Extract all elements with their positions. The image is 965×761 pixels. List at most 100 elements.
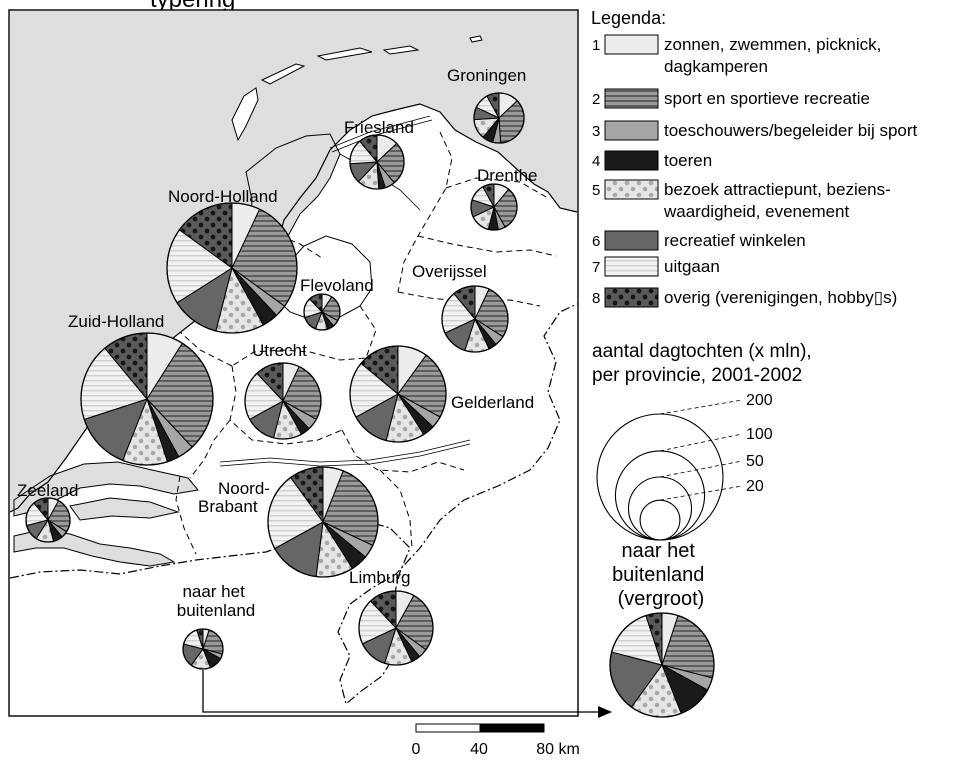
legend-number-4: 4 bbox=[592, 153, 600, 170]
sea-area bbox=[10, 11, 577, 512]
legend-label-6: recreatief winkelen bbox=[664, 231, 806, 250]
wadden-island bbox=[316, 47, 373, 61]
pie-buitenland-enlarged bbox=[609, 612, 715, 718]
label-gelderland: Gelderland bbox=[451, 393, 534, 412]
label-zeeland: Zeeland bbox=[17, 481, 78, 500]
province-pies bbox=[25, 92, 715, 718]
wadden-island bbox=[382, 45, 420, 55]
label-groningen: Groningen bbox=[447, 66, 526, 85]
wadden-island bbox=[231, 87, 259, 142]
size-circle-100 bbox=[614, 450, 706, 541]
size-circle-20 bbox=[639, 499, 681, 541]
abroad-arrow-head bbox=[598, 706, 612, 718]
pie-outline-zeeland bbox=[25, 497, 71, 543]
legend-swatch-4 bbox=[604, 150, 659, 171]
legend-number-5: 5 bbox=[592, 182, 600, 199]
label-flevoland: Flevoland bbox=[300, 276, 374, 295]
pie-outline-zuid-holland bbox=[80, 332, 214, 466]
legend-swatch-6 bbox=[604, 230, 659, 251]
size-leader-50 bbox=[659, 460, 743, 478]
pie-limburg bbox=[358, 590, 434, 666]
legend-number-7: 7 bbox=[592, 259, 600, 276]
pie-outline-gelderland bbox=[349, 345, 447, 443]
scale-label-0: 0 bbox=[412, 741, 421, 758]
pie-outline-buitenland bbox=[182, 628, 224, 670]
legend-swatch-7 bbox=[604, 256, 659, 277]
pie-outline-limburg bbox=[358, 590, 434, 666]
pie-zeeland bbox=[25, 497, 71, 543]
size-legend-heading: aantal dagtochten (x mln), per provincie… bbox=[592, 341, 817, 386]
national-border bbox=[9, 303, 578, 706]
size-leader-20 bbox=[659, 485, 743, 501]
size-value-100: 100 bbox=[746, 426, 773, 443]
pie-noord-brabant bbox=[267, 466, 379, 578]
size-value-20: 20 bbox=[746, 478, 764, 495]
size-leader-100 bbox=[659, 433, 743, 452]
label-drenthe: Drenthe bbox=[477, 166, 537, 185]
pie-buitenland bbox=[182, 628, 224, 670]
legend-swatch-5 bbox=[604, 179, 659, 200]
legend-swatch-8 bbox=[604, 287, 659, 308]
province-labels: Groningen Friesland Drenthe Noord-Hollan… bbox=[17, 66, 537, 620]
pie-outline-drenthe bbox=[470, 183, 518, 231]
label-zuid-holland: Zuid-Holland bbox=[68, 312, 164, 331]
legend-label-8: overig (verenigingen, hobby▯s) bbox=[664, 288, 897, 307]
pie-noord-holland bbox=[166, 202, 298, 334]
pie-outline-noord-brabant bbox=[267, 466, 379, 578]
legend-label-4: toeren bbox=[664, 151, 712, 170]
pie-outline-groningen bbox=[473, 92, 525, 144]
legend-swatch-3 bbox=[604, 120, 659, 141]
pie-flevoland bbox=[303, 293, 341, 331]
pie-outline-overijssel bbox=[441, 285, 509, 353]
label-noord-brabant: Noord- Brabant bbox=[198, 479, 275, 516]
label-overijssel: Overijssel bbox=[412, 262, 487, 281]
legend-number-3: 3 bbox=[592, 123, 600, 140]
label-noord-holland: Noord-Holland bbox=[168, 187, 278, 206]
label-limburg: Limburg bbox=[349, 568, 410, 587]
label-buitenland: naar het buitenland bbox=[177, 582, 255, 620]
legend-swatch-1 bbox=[604, 34, 659, 55]
pie-gelderland bbox=[349, 345, 447, 443]
legend-heading: Legenda: bbox=[591, 8, 666, 28]
pie-utrecht bbox=[244, 362, 322, 440]
legend-number-6: 6 bbox=[592, 233, 600, 250]
label-friesland: Friesland bbox=[344, 118, 414, 137]
wadden-island bbox=[260, 63, 306, 85]
legend-label-5: bezoek attractiepunt, beziens- bbox=[664, 180, 891, 199]
pie-outline-buitenland-enlarged bbox=[609, 612, 715, 718]
abroad-arrow bbox=[202, 670, 600, 713]
scale-label-40: 40 bbox=[470, 741, 488, 758]
pie-zuid-holland bbox=[80, 332, 214, 466]
size-leader-200 bbox=[659, 399, 743, 415]
legend-number-8: 8 bbox=[592, 290, 600, 307]
zeeland-water bbox=[69, 497, 180, 521]
legend-label-2: sport en sportieve recreatie bbox=[664, 89, 870, 108]
pie-drenthe bbox=[470, 183, 518, 231]
legend: Legenda: 1 zonnen, zwemmen, picknick, dagk… bbox=[591, 8, 918, 610]
size-value-200: 200 bbox=[746, 392, 773, 409]
label-utrecht: Utrecht bbox=[252, 341, 307, 360]
pie-friesland bbox=[349, 134, 405, 190]
pie-outline-flevoland bbox=[303, 293, 341, 331]
legend-label-3: toeschouwers/begeleider bij sport bbox=[664, 121, 918, 140]
scale-bar: 0 40 80 km bbox=[412, 723, 580, 758]
size-circle-50 bbox=[627, 476, 693, 541]
size-value-50: 50 bbox=[746, 453, 764, 470]
legend-label-5-2: waardigheid, evenement bbox=[663, 202, 850, 221]
legend-number-2: 2 bbox=[592, 91, 600, 108]
legend-label-1: zonnen, zwemmen, picknick, bbox=[664, 35, 881, 54]
flevoland-polder bbox=[275, 235, 373, 321]
legend-label-7: uitgaan bbox=[664, 257, 720, 276]
pie-outline-noord-holland bbox=[166, 202, 298, 334]
pie-groningen bbox=[473, 92, 525, 144]
legend-label-1-2: dagkamperen bbox=[664, 57, 768, 76]
pie-overijssel bbox=[441, 285, 509, 353]
pie-outline-utrecht bbox=[244, 362, 322, 440]
pie-outline-friesland bbox=[349, 134, 405, 190]
scale-label-80: 80 km bbox=[536, 741, 580, 758]
legend-swatch-2 bbox=[604, 88, 659, 109]
abroad-enlarged-label: naar het buitenland (vergroot) bbox=[612, 540, 710, 610]
size-legend-circles: 200 100 50 20 bbox=[596, 392, 773, 541]
legend-number-1: 1 bbox=[592, 37, 600, 54]
